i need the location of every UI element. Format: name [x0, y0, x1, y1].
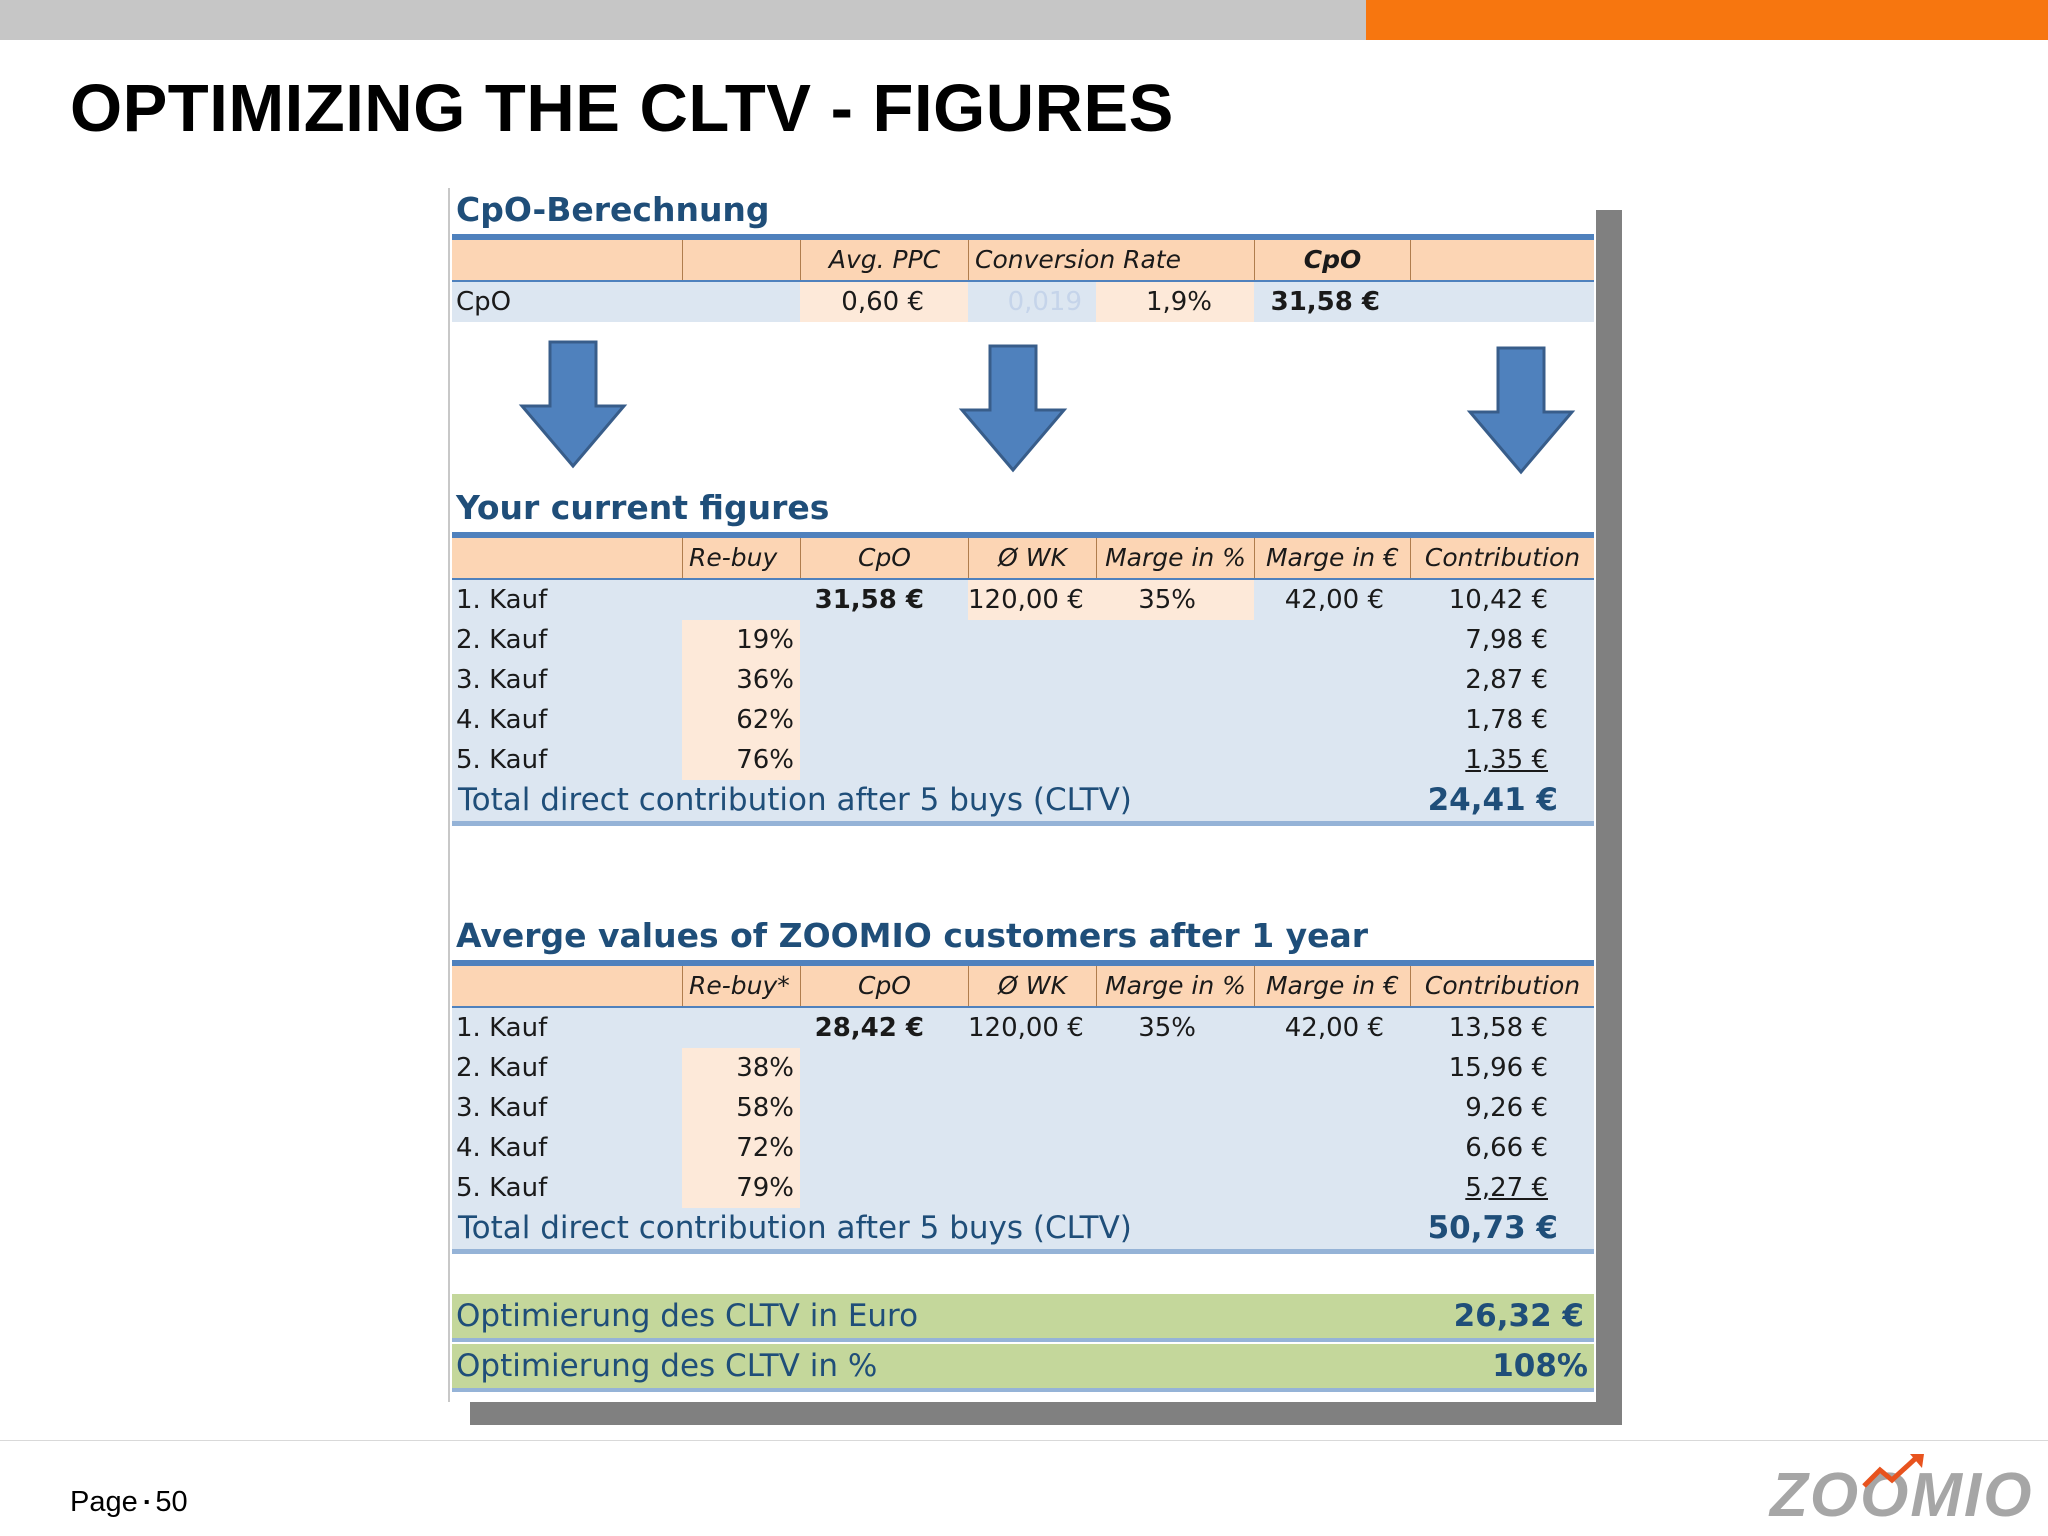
row-label: 1. Kauf	[456, 585, 548, 615]
marge-eur-value: 42,00 €	[1284, 1013, 1384, 1043]
row-label: 5. Kauf	[456, 1173, 548, 1203]
row-label: 2. Kauf	[456, 1053, 548, 1083]
rebuy-value: 36%	[736, 665, 794, 695]
contribution-value: 13,58 €	[1448, 1013, 1548, 1043]
rebuy-value: 72%	[736, 1133, 794, 1163]
header-blank	[452, 966, 682, 1006]
total-label: Total direct contribution after 5 buys (…	[458, 782, 1132, 818]
header-marge-eur: Marge in €	[1254, 538, 1410, 578]
header-avg-ppc: Avg. PPC	[800, 240, 968, 280]
peach-cell	[1096, 580, 1254, 620]
footer-divider	[0, 1440, 2048, 1441]
page-number: Page ▪ 50	[70, 1486, 188, 1519]
header-wk: Ø WK	[968, 538, 1096, 578]
total-label: Total direct contribution after 5 buys (…	[458, 1210, 1132, 1246]
rebuy-value: 79%	[736, 1173, 794, 1203]
peach-cell	[1096, 282, 1254, 322]
current-body: 1. Kauf 31,58 € 120,00 € 35% 42,00 € 10,…	[452, 580, 1594, 826]
header-wk: Ø WK	[968, 966, 1096, 1006]
cpo-row-label: CpO	[456, 287, 512, 317]
peach-cell	[682, 620, 800, 780]
header-blank	[1410, 240, 1594, 280]
peach-cell	[682, 1048, 800, 1208]
cpo-body: CpO 0,60 € 0,019 1,9% 31,58 €	[452, 282, 1594, 322]
cpo-value: 31,58 €	[814, 585, 924, 615]
contribution-value: 10,42 €	[1448, 585, 1548, 615]
top-bar-gray	[0, 0, 1366, 40]
header-blank	[452, 538, 682, 578]
row-label: 4. Kauf	[456, 1133, 548, 1163]
top-bar-orange	[1366, 0, 2048, 40]
peach-cell	[968, 580, 1096, 620]
avg-ppc-value: 0,60 €	[841, 287, 924, 317]
cpo-section-title: CpO-Berechnung	[456, 190, 770, 229]
total-value: 50,73 €	[1427, 1210, 1558, 1246]
contribution-value: 9,26 €	[1465, 1093, 1548, 1123]
cpo-value: 31,58 €	[1270, 287, 1380, 317]
row-label: 5. Kauf	[456, 745, 548, 775]
zoomio-header-row: Re-buy* CpO Ø WK Marge in % Marge in € C…	[452, 960, 1594, 1008]
page-number-value: 50	[155, 1486, 188, 1518]
marge-pct-value: 35%	[1138, 585, 1196, 615]
header-marge-pct: Marge in %	[1096, 538, 1254, 578]
optimization-label: Optimierung des CLTV in Euro	[456, 1298, 919, 1334]
header-cpo: CpO	[800, 538, 968, 578]
header-contribution: Contribution	[1410, 538, 1594, 578]
contribution-value: 6,66 €	[1465, 1133, 1548, 1163]
contribution-value: 1,35 €	[1465, 745, 1548, 775]
header-cpo: CpO	[800, 966, 968, 1006]
header-marge-pct: Marge in %	[1096, 966, 1254, 1006]
header-contribution: Contribution	[1410, 966, 1594, 1006]
down-arrow-icon	[1466, 346, 1576, 475]
header-conversion-rate: Conversion Rate	[968, 240, 1254, 280]
spreadsheet-image: CpO-Berechnung Avg. PPC Conversion Rate …	[448, 188, 1596, 1402]
contribution-value: 15,96 €	[1448, 1053, 1548, 1083]
optimization-label: Optimierung des CLTV in %	[456, 1348, 878, 1384]
optimization-euro-row: Optimierung des CLTV in Euro 26,32 €	[452, 1294, 1594, 1342]
wk-value: 120,00 €	[968, 1013, 1084, 1043]
rebuy-value: 38%	[736, 1053, 794, 1083]
conversion-rate-value: 1,9%	[1145, 287, 1212, 317]
contribution-value: 2,87 €	[1465, 665, 1548, 695]
optimization-value: 108%	[1492, 1348, 1588, 1384]
marge-pct-value: 35%	[1138, 1013, 1196, 1043]
zoomio-body: 1. Kauf 28,42 € 120,00 € 35% 42,00 € 13,…	[452, 1008, 1594, 1254]
contribution-value: 7,98 €	[1465, 625, 1548, 655]
row-label: 3. Kauf	[456, 665, 548, 695]
chart-arrow-icon	[1862, 1454, 1924, 1488]
slide-title: OPTIMIZING THE CLTV - FIGURES	[70, 71, 1174, 146]
header-marge-eur: Marge in €	[1254, 966, 1410, 1006]
row-label: 1. Kauf	[456, 1013, 548, 1043]
optimization-percent-row: Optimierung des CLTV in % 108%	[452, 1344, 1594, 1392]
header-cpo: CpO	[1254, 240, 1410, 280]
page-separator: ▪	[143, 1494, 150, 1512]
optimization-value: 26,32 €	[1453, 1298, 1584, 1334]
header-blank	[682, 240, 800, 280]
marge-eur-value: 42,00 €	[1284, 585, 1384, 615]
total-value: 24,41 €	[1427, 782, 1558, 818]
row-label: 4. Kauf	[456, 705, 548, 735]
rebuy-value: 62%	[736, 705, 794, 735]
wk-value: 120,00 €	[968, 585, 1084, 615]
cpo-header-row: Avg. PPC Conversion Rate CpO	[452, 234, 1594, 282]
current-header-row: Re-buy CpO Ø WK Marge in % Marge in € Co…	[452, 532, 1594, 580]
row-label: 3. Kauf	[456, 1093, 548, 1123]
current-section-title: Your current figures	[456, 488, 830, 527]
rebuy-value: 58%	[736, 1093, 794, 1123]
header-blank	[452, 240, 682, 280]
contribution-value: 5,27 €	[1465, 1173, 1548, 1203]
header-rebuy: Re-buy	[682, 538, 800, 578]
row-label: 2. Kauf	[456, 625, 548, 655]
rebuy-value: 19%	[736, 625, 794, 655]
cpo-value: 28,42 €	[814, 1013, 924, 1043]
page-label-text: Page	[70, 1486, 138, 1518]
peach-cell	[800, 282, 968, 322]
contribution-value: 1,78 €	[1465, 705, 1548, 735]
zoomio-section-title: Averge values of ZOOMIO customers after …	[456, 916, 1369, 955]
down-arrow-icon	[958, 344, 1068, 473]
rebuy-value: 76%	[736, 745, 794, 775]
header-rebuy: Re-buy*	[682, 966, 800, 1006]
down-arrow-icon	[518, 340, 628, 469]
hidden-value: 0,019	[1007, 287, 1082, 317]
